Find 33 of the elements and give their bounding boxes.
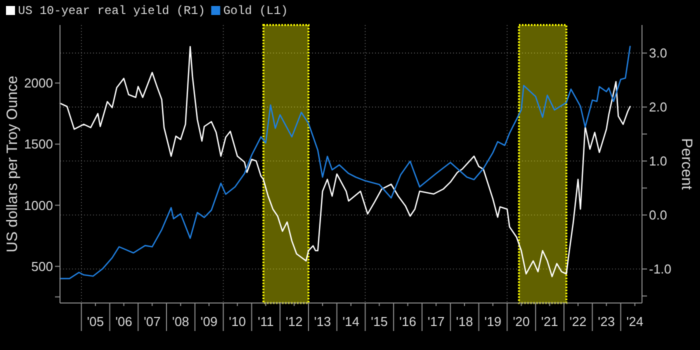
x-tick-label: '10 [228, 314, 246, 329]
y-axis-title: US dollars per Troy Ounce [4, 76, 21, 252]
x-tick-label: '16 [399, 314, 416, 329]
legend-label: Gold (L1) [223, 4, 288, 18]
x-tick-label: '05 [86, 314, 104, 329]
x-tick-label: '19 [484, 314, 502, 329]
legend-label: US 10-year real yield (R1) [18, 4, 206, 18]
x-tick-label: '11 [258, 314, 274, 329]
x-tick-label: '23 [598, 314, 615, 329]
y-tick-label: 500 [31, 258, 53, 274]
x-tick-label: '12 [286, 314, 303, 329]
y2-tick-label: 3.0 [649, 46, 668, 61]
x-tick-label: '21 [541, 314, 558, 329]
x-tick-label: '24 [626, 314, 644, 329]
y2-tick-label: 2.0 [649, 100, 668, 115]
x-tick-label: '09 [200, 314, 218, 329]
y-tick-label: 1000 [24, 198, 53, 213]
x-tick-label: '08 [172, 314, 190, 329]
y2-tick-label: -1.0 [649, 262, 672, 277]
y-tick-label: 1500 [24, 136, 53, 152]
x-tick-label: '22 [570, 314, 587, 329]
x-tick-label: '14 [342, 314, 360, 329]
x-tick-label: '17 [428, 314, 445, 329]
y-tick-label: 2000 [24, 76, 53, 91]
y2-axis-title: Percent [678, 138, 695, 191]
y2-tick-label: 1.0 [649, 154, 668, 169]
x-tick-label: '20 [512, 314, 530, 329]
x-tick-label: '07 [144, 314, 161, 329]
x-tick-label: '15 [370, 314, 388, 329]
x-tick-label: '06 [115, 314, 132, 329]
x-tick-label: '18 [456, 314, 473, 329]
x-tick-label: '13 [314, 314, 332, 329]
y2-tick-label: 0.0 [649, 208, 668, 223]
